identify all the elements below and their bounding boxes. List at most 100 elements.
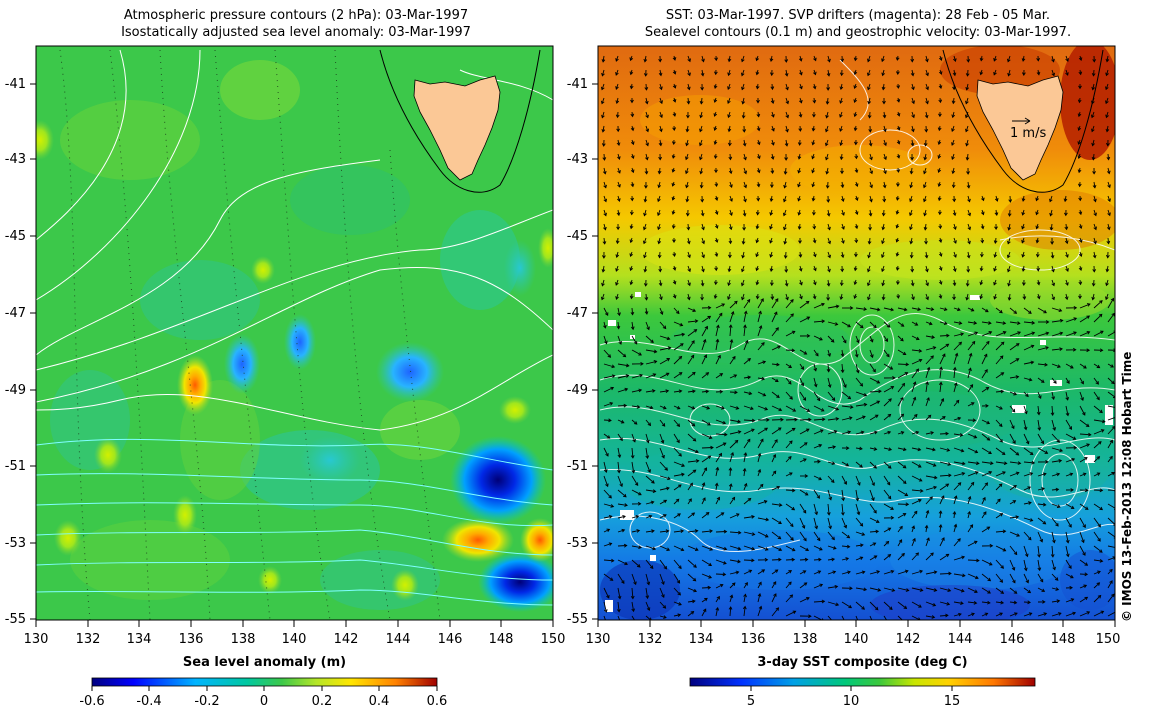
velocity-arrow-head <box>987 600 991 605</box>
velocity-arrow <box>841 363 844 373</box>
x-tick-label: 148 <box>1051 632 1076 647</box>
velocity-arrow-head <box>1097 594 1102 599</box>
velocity-arrow-head <box>1045 331 1050 336</box>
velocity-arrow-head <box>986 437 991 441</box>
velocity-arrow <box>659 335 670 340</box>
velocity-arrow-head <box>704 597 708 602</box>
velocity-arrow-head <box>811 169 815 174</box>
velocity-arrow-head <box>803 582 808 586</box>
velocity-arrow-head <box>729 594 734 599</box>
velocity-arrow-head <box>966 269 971 273</box>
velocity-arrow-head <box>686 100 691 105</box>
velocity-arrow-head <box>729 184 733 189</box>
velocity-arrow-head <box>742 129 747 133</box>
velocity-arrow-head <box>881 86 886 91</box>
velocity-arrow <box>952 111 955 118</box>
velocity-arrow <box>1107 611 1115 617</box>
velocity-arrow-head <box>616 142 621 147</box>
velocity-arrow <box>1008 293 1011 301</box>
x-tick-label: 138 <box>231 632 256 647</box>
velocity-arrow <box>1107 298 1114 309</box>
velocity-arrow <box>841 209 845 216</box>
velocity-arrow <box>953 417 961 421</box>
velocity-arrow-head <box>774 298 779 302</box>
velocity-arrow-head <box>803 442 808 446</box>
velocity-arrow-head <box>1070 365 1074 369</box>
velocity-arrow <box>631 559 641 568</box>
velocity-arrow-head <box>948 473 952 478</box>
velocity-arrow <box>603 601 607 613</box>
velocity-arrow-head <box>1086 443 1091 447</box>
velocity-arrow-head <box>623 543 628 548</box>
velocity-arrow <box>771 531 781 540</box>
velocity-arrow <box>1079 473 1086 477</box>
velocity-arrow-head <box>1052 539 1056 544</box>
velocity-arrow-head <box>869 170 874 175</box>
velocity-arrow-head <box>929 496 933 500</box>
velocity-arrow <box>743 139 746 146</box>
velocity-arrow <box>1093 195 1097 202</box>
velocity-arrow <box>1106 265 1109 272</box>
velocity-arrow-head <box>783 240 788 245</box>
velocity-arrow <box>729 467 732 477</box>
velocity-arrow-head <box>888 447 893 452</box>
velocity-arrow-head <box>811 197 816 202</box>
velocity-arrow <box>1093 531 1101 542</box>
velocity-arrow-head <box>1112 394 1115 399</box>
velocity-arrow-head <box>643 73 648 77</box>
velocity-arrow-head <box>757 155 761 160</box>
velocity-arrow <box>687 611 694 617</box>
velocity-arrow <box>923 195 927 202</box>
velocity-arrow-head <box>769 212 774 216</box>
right-x-axis: 130 132 134 136 138 140 142 144 146 148 … <box>586 620 1120 647</box>
velocity-arrow-head <box>933 588 938 592</box>
velocity-arrow-head <box>999 612 1003 616</box>
velocity-arrow <box>673 484 682 491</box>
velocity-arrow-head <box>1015 471 1020 476</box>
velocity-arrow-head <box>783 255 788 259</box>
velocity-arrow <box>771 593 777 603</box>
velocity-arrow-head <box>797 156 802 160</box>
x-tick-label: 140 <box>844 632 869 647</box>
velocity-arrow <box>897 601 907 609</box>
velocity-arrow-head <box>743 170 748 175</box>
velocity-arrow-head <box>1035 253 1040 258</box>
velocity-arrow-head <box>678 453 682 457</box>
velocity-arrow <box>799 428 810 435</box>
velocity-arrow-head <box>872 542 877 546</box>
velocity-arrow-head <box>743 198 747 203</box>
velocity-arrow <box>869 111 871 118</box>
velocity-arrow-head <box>1078 281 1083 286</box>
velocity-arrow <box>741 69 745 76</box>
velocity-arrow <box>617 515 626 519</box>
velocity-arrow-head <box>644 87 649 91</box>
velocity-arrow-head <box>797 142 802 146</box>
velocity-arrow <box>841 377 847 388</box>
velocity-arrow-head <box>827 254 832 259</box>
velocity-arrow-head <box>876 307 881 312</box>
velocity-arrow-head <box>751 546 756 551</box>
velocity-arrow <box>925 139 927 146</box>
velocity-arrow <box>953 367 956 379</box>
velocity-arrow <box>995 433 1003 443</box>
velocity-arrow <box>701 447 714 449</box>
velocity-arrow <box>785 594 793 603</box>
velocity-arrow <box>1065 391 1069 400</box>
velocity-arrow-head <box>705 372 710 376</box>
velocity-arrow-head <box>671 211 676 215</box>
velocity-arrow <box>911 368 919 379</box>
velocity-arrow-head <box>615 254 620 259</box>
velocity-arrow-head <box>937 169 942 173</box>
velocity-arrow-head <box>868 142 873 147</box>
velocity-arrow-head <box>678 602 682 606</box>
velocity-arrow <box>1023 461 1035 464</box>
velocity-arrow-head <box>937 155 942 159</box>
velocity-arrow <box>965 125 969 132</box>
velocity-arrow <box>1009 500 1016 505</box>
velocity-arrow-head <box>826 199 831 203</box>
velocity-arrow-head <box>1041 487 1045 491</box>
velocity-arrow-head <box>835 304 840 309</box>
velocity-arrow <box>1023 377 1032 381</box>
velocity-arrow <box>911 125 914 132</box>
velocity-arrow <box>785 349 795 351</box>
